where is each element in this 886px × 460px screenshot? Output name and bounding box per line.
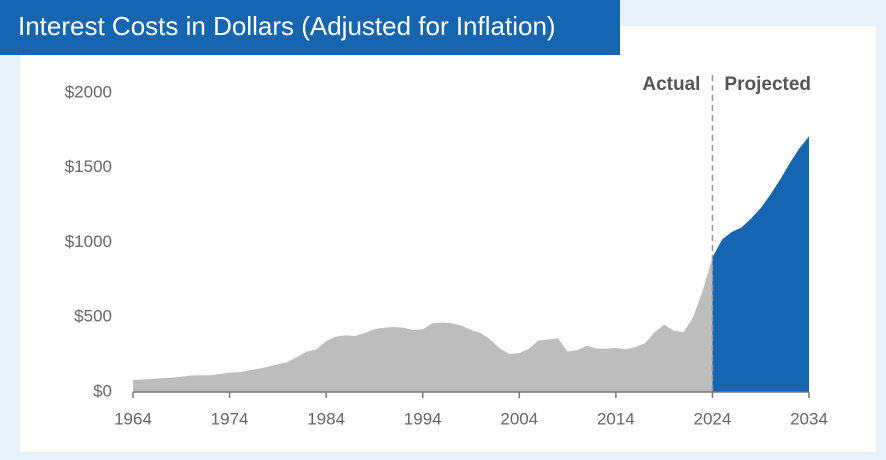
x-tick-label: 2014 <box>597 409 635 428</box>
y-tick-label: $500 <box>74 307 112 326</box>
area <box>712 136 809 392</box>
legend-label: Projected <box>724 74 811 95</box>
area <box>133 257 713 392</box>
y-tick-label: $1000 <box>65 232 112 251</box>
y-tick-label: $0 <box>93 381 112 400</box>
chart-title: Interest Costs in Dollars (Adjusted for … <box>18 11 556 41</box>
x-tick-label: 2004 <box>500 409 538 428</box>
x-tick-label: 2024 <box>694 409 732 428</box>
x-tick-label: 1994 <box>404 409 442 428</box>
title-banner <box>0 0 620 55</box>
x-tick-label: 2034 <box>790 409 828 428</box>
x-tick-label: 1984 <box>307 409 345 428</box>
legend-label: Actual <box>642 74 700 95</box>
x-tick-label: 1974 <box>211 409 249 428</box>
y-tick-label: $1500 <box>65 157 112 176</box>
x-tick-label: 1964 <box>114 409 152 428</box>
y-tick-label: $2000 <box>65 82 112 101</box>
